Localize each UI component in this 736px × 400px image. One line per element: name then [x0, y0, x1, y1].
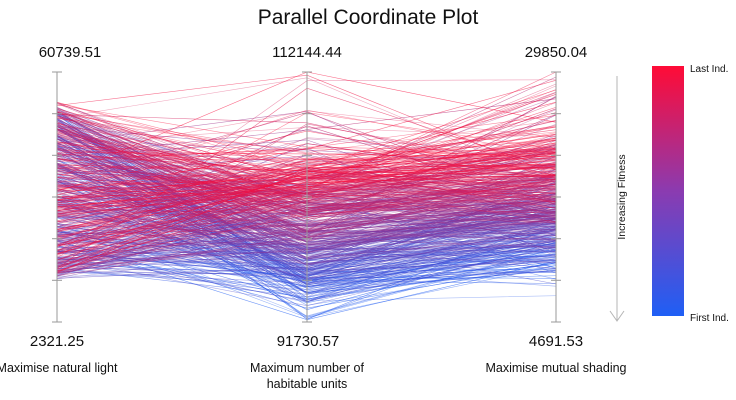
- axes-group: [52, 71, 561, 323]
- colorbar-top-label: Last Ind.: [690, 64, 729, 75]
- axis-2-name: Maximum number of habitable units: [250, 361, 364, 391]
- axis-3-max-label: 29850.04: [524, 44, 588, 61]
- colorbar-axis-label: Increasing Fitness: [616, 154, 628, 240]
- axis-3-name: Maximise mutual shading: [485, 361, 627, 375]
- axis-1-min-label: 2321.25: [29, 333, 85, 350]
- axis-3-min-label: 4691.53: [528, 333, 584, 350]
- axis-2-max-label: 112144.44: [272, 44, 342, 61]
- axis-2-min-label: 91730.57: [276, 333, 340, 350]
- axis-1-name: Maximise natural light: [0, 361, 118, 375]
- fitness-arrow: [609, 76, 625, 322]
- colorbar: [652, 66, 684, 316]
- chart-title: Parallel Coordinate Plot: [257, 6, 479, 29]
- axis-1-max-label: 60739.51: [38, 44, 102, 61]
- colorbar-bottom-label: First Ind.: [690, 313, 729, 324]
